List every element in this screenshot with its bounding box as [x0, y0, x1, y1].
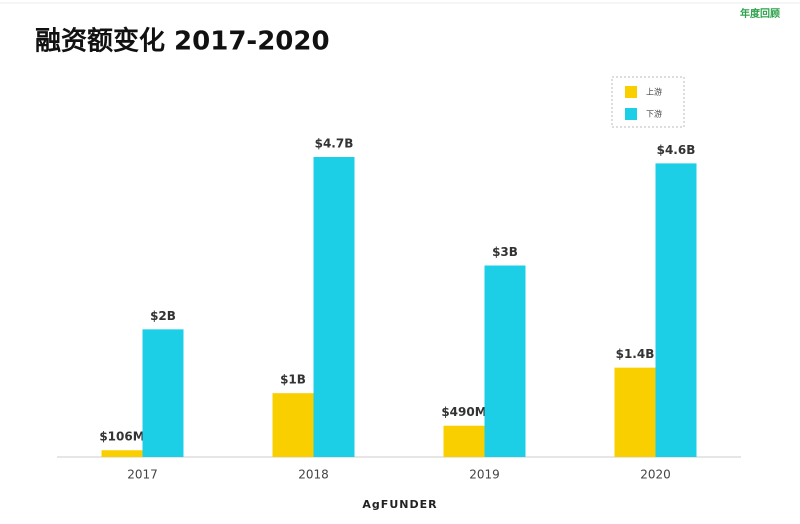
legend-label: 下游	[646, 109, 662, 119]
x-tick-label: 2020	[640, 468, 671, 482]
badge: 年度回顾	[740, 7, 780, 20]
legend-swatch	[625, 86, 637, 98]
data-label: $490M	[441, 405, 486, 419]
bar	[142, 329, 184, 457]
chart-title: 融资额变化 2017-2020	[35, 26, 330, 57]
data-label: $2B	[150, 309, 176, 323]
data-label: $3B	[492, 245, 518, 259]
legend-box	[611, 76, 685, 128]
legend-label: 上游	[646, 87, 662, 97]
bar	[443, 425, 485, 457]
data-label: $106M	[99, 430, 144, 444]
legend-swatch	[625, 108, 637, 120]
x-tick-label: 2019	[469, 468, 500, 482]
bar	[484, 265, 526, 457]
data-label: $4.7B	[315, 137, 354, 151]
x-tick-label: 2017	[127, 468, 158, 482]
x-tick-label: 2018	[298, 468, 329, 482]
bar	[101, 450, 143, 457]
data-label: $4.6B	[657, 143, 696, 157]
bar	[313, 157, 355, 457]
bar	[655, 163, 697, 457]
bar	[614, 367, 656, 457]
data-label: $1B	[280, 373, 306, 387]
logo: AgFUNDER	[362, 498, 437, 511]
bar	[272, 393, 314, 457]
data-label: $1.4B	[616, 347, 655, 361]
